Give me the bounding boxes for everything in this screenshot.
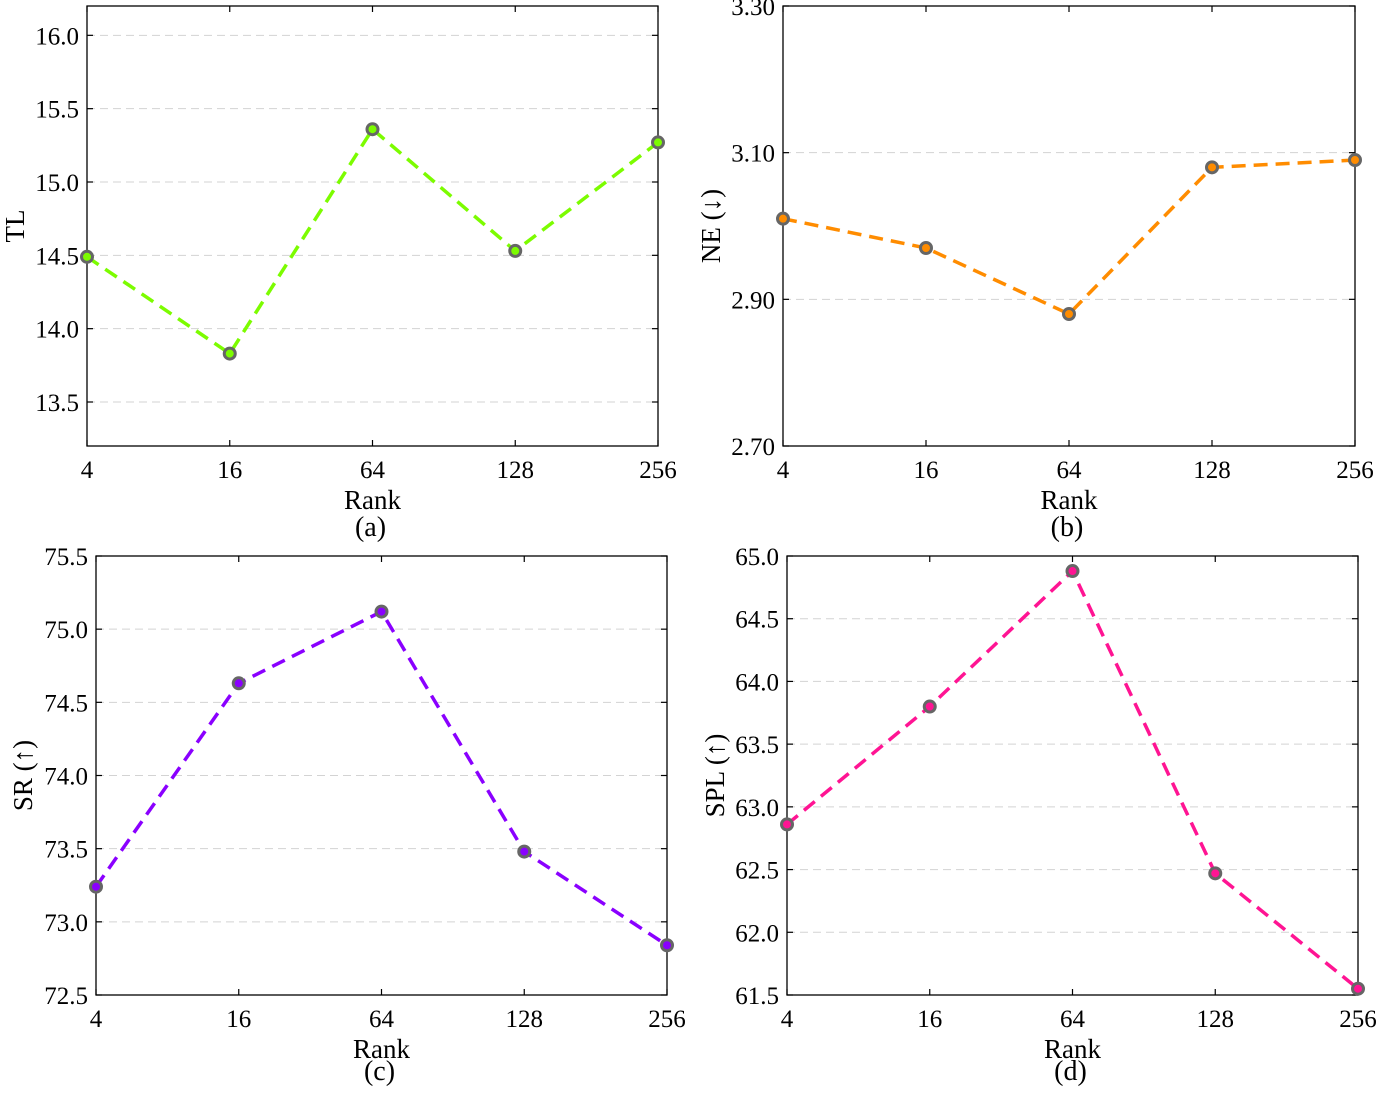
- y-tick-label: 2.70: [731, 434, 775, 461]
- data-point: [776, 211, 790, 226]
- x-tick-label: 128: [497, 457, 535, 484]
- y-tick-label: 2.90: [731, 287, 775, 314]
- x-tick-label: 256: [1339, 1006, 1377, 1033]
- y-axis-label: NE (↓): [696, 189, 726, 263]
- y-tick-label: 63.0: [735, 795, 779, 822]
- data-point: [80, 249, 94, 264]
- data-point: [1208, 866, 1223, 881]
- data-point: [1351, 981, 1365, 996]
- panel-caption: (a): [355, 512, 386, 543]
- y-tick-label: 15.5: [35, 97, 79, 124]
- y-tick-label: 15.0: [35, 170, 79, 197]
- plot-frame: [782, 5, 1356, 447]
- chart-panel-3: 61.5 62.0 62.5 63.0 63.5 64.0 64.5 65.0 4 16 64 128…: [700, 544, 1377, 1087]
- y-tick-label: 73.0: [44, 910, 88, 937]
- y-tick-label: 65.0: [735, 544, 779, 571]
- x-tick-label: 16: [226, 1006, 251, 1033]
- x-tick-label: 256: [639, 457, 677, 484]
- y-tick-label: 63.5: [735, 732, 779, 759]
- data-point: [1205, 160, 1219, 175]
- x-tick-label: 16: [217, 457, 242, 484]
- x-tick-label: 4: [90, 1006, 103, 1033]
- y-tick-label: 64.0: [735, 669, 779, 696]
- data-point: [660, 938, 674, 953]
- x-axis-label: Rank: [1044, 1034, 1101, 1064]
- x-axis-label: Rank: [1041, 485, 1098, 515]
- y-tick-label: 61.5: [735, 983, 779, 1010]
- series-line: [94, 609, 668, 947]
- x-tick-label: 128: [1197, 1006, 1235, 1033]
- data-point: [651, 135, 665, 150]
- data-point: [89, 879, 103, 894]
- y-tick-label: 62.5: [735, 858, 779, 885]
- data-point: [231, 676, 246, 691]
- y-tick-label: 74.0: [44, 764, 88, 791]
- chart-panel-1: 2.70 2.90 3.10 3.30 4 16 64 128 256 Rank NE (↓) (b): [696, 0, 1374, 543]
- series-line: [86, 126, 660, 357]
- plot-frame: [86, 5, 659, 447]
- y-axis-label: SPL (↑): [700, 734, 730, 818]
- chart-panel-0: 13.5 14.0 14.5 15.0 15.5 16.0 4 16 64 128 256 Rank T…: [0, 5, 677, 543]
- x-tick-label: 16: [917, 1006, 942, 1033]
- panel-caption: (b): [1051, 512, 1084, 543]
- y-tick-label: 3.10: [731, 141, 775, 168]
- x-tick-label: 4: [781, 1006, 794, 1033]
- y-tick-label: 14.5: [35, 243, 79, 270]
- y-tick-label: 62.0: [735, 920, 779, 947]
- data-point: [517, 844, 532, 859]
- y-tick-label: 16.0: [35, 23, 79, 50]
- y-tick-label: 64.5: [735, 607, 779, 634]
- x-tick-label: 128: [506, 1006, 544, 1033]
- y-tick-label: 73.5: [44, 837, 88, 864]
- y-tick-label: 14.0: [35, 317, 79, 344]
- y-tick-label: 3.30: [731, 0, 775, 21]
- plot-frame: [95, 555, 668, 996]
- data-point: [374, 604, 389, 619]
- y-tick-label: 75.0: [44, 617, 88, 644]
- x-tick-label: 256: [648, 1006, 686, 1033]
- data-point: [780, 817, 794, 832]
- y-tick-label: 74.5: [44, 690, 88, 717]
- x-tick-label: 4: [81, 457, 94, 484]
- series-line: [782, 158, 1356, 317]
- data-point: [1062, 307, 1076, 321]
- x-tick-label: 4: [777, 457, 790, 484]
- data-point: [365, 122, 380, 137]
- y-tick-label: 13.5: [35, 390, 79, 417]
- chart-panel-2: 72.5 73.0 73.5 74.0 74.5 75.0 75.5 4 16 64 128 256 R…: [8, 544, 686, 1087]
- y-tick-label: 72.5: [44, 983, 88, 1010]
- data-point: [222, 346, 237, 361]
- x-axis-label: Rank: [344, 485, 401, 515]
- y-axis-label: TL: [0, 210, 30, 243]
- x-tick-label: 16: [914, 457, 939, 484]
- data-point: [508, 243, 523, 258]
- x-tick-label: 128: [1193, 457, 1231, 484]
- x-tick-label: 64: [1060, 1006, 1086, 1033]
- series-line: [785, 568, 1360, 991]
- y-tick-label: 75.5: [44, 544, 88, 571]
- data-point: [1348, 153, 1362, 167]
- plot-frame: [786, 555, 1359, 996]
- panel-caption: (c): [364, 1056, 395, 1087]
- data-point: [922, 699, 937, 714]
- data-point: [919, 241, 933, 255]
- x-tick-label: 64: [369, 1006, 395, 1033]
- y-axis-label: SR (↑): [8, 740, 38, 811]
- x-tick-label: 64: [360, 457, 386, 484]
- x-tick-label: 256: [1336, 457, 1374, 484]
- panel-caption: (d): [1054, 1056, 1087, 1087]
- data-point: [1065, 564, 1080, 579]
- x-tick-label: 64: [1057, 457, 1083, 484]
- x-axis-label: Rank: [353, 1034, 410, 1064]
